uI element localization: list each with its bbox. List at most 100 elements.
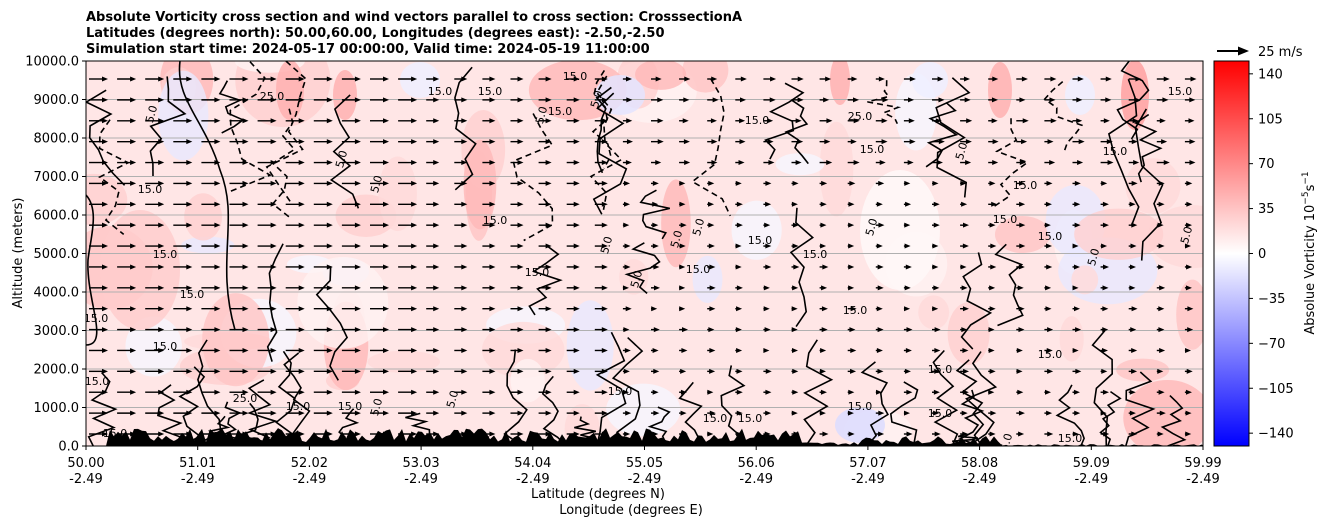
wind-vector [875, 410, 885, 416]
wind-vector [482, 368, 496, 374]
wind-vector-head [1102, 201, 1109, 207]
wind-vector-head [433, 160, 440, 166]
wind-vector [370, 264, 389, 270]
wind-vector-head [680, 368, 687, 374]
contour-label: 15.0 [843, 304, 868, 317]
wind-vector [510, 347, 524, 353]
wind-vector [173, 306, 193, 312]
wind-vector [313, 222, 333, 228]
wind-vector [1016, 368, 1023, 374]
wind-vector [201, 410, 221, 416]
wind-vector [735, 139, 746, 145]
wind-vector-head [652, 347, 659, 353]
contour-line [178, 61, 236, 331]
wind-vector [482, 410, 496, 416]
wind-vector [285, 201, 305, 207]
wind-vector-head [270, 160, 277, 166]
wind-vector-head [545, 410, 552, 416]
wind-vector [819, 139, 831, 145]
wind-vector [1156, 160, 1170, 166]
wind-vector-head [681, 347, 688, 353]
wind-vector-head [1100, 410, 1107, 416]
wind-vector-head [1190, 76, 1197, 82]
contour-line [266, 243, 284, 362]
wind-vector [426, 306, 440, 312]
wind-vector-head [876, 389, 883, 395]
wind-vector-head [433, 389, 440, 395]
wind-vector-head [489, 431, 496, 437]
wind-vector-head [601, 306, 608, 312]
wind-vector [1184, 139, 1196, 145]
wind-vector [482, 389, 496, 395]
contour-line [860, 361, 889, 446]
wind-vector [454, 306, 468, 312]
wind-vector-head [517, 368, 524, 374]
wind-vector-head [962, 347, 969, 353]
wind-vector-head [270, 76, 277, 82]
wind-vector [1016, 97, 1026, 103]
wind-vector [847, 347, 857, 353]
wind-vector-head [990, 410, 997, 416]
wind-vector [1044, 222, 1051, 228]
wind-vector-head [186, 76, 193, 82]
wind-vector-head [679, 201, 686, 207]
wind-vector [257, 368, 277, 374]
wind-vector [313, 410, 333, 416]
wind-vector [426, 201, 440, 207]
wind-vector-head [826, 160, 833, 166]
wind-vector-head [270, 201, 277, 207]
vorticity-patch [181, 236, 235, 254]
wind-vector [313, 347, 333, 353]
wind-vector [1016, 118, 1029, 124]
wind-vector-head [765, 201, 772, 207]
wind-vector-head [795, 118, 802, 124]
wind-vector [791, 347, 798, 353]
contour-label: 5.0 [1085, 247, 1102, 267]
wind-vector-head [383, 327, 389, 333]
wind-vector-head [461, 410, 468, 416]
wind-vector [1156, 180, 1165, 186]
x-tick-label-lon: -2.49 [739, 472, 773, 487]
wind-vector-head [707, 389, 714, 395]
wind-vector [341, 222, 361, 228]
wind-vector [538, 347, 552, 353]
wind-vector [538, 243, 552, 249]
wind-vector [229, 368, 249, 374]
wind-vector-head [682, 118, 689, 124]
wind-vector-head [102, 201, 108, 207]
wind-vector-head [383, 264, 389, 270]
vorticity-patch [819, 121, 854, 217]
wind-vector-head [545, 285, 552, 291]
wind-vector-head [326, 180, 333, 186]
wind-vector-head [904, 368, 911, 374]
x-axis: 50.00-2.4951.01-2.4952.02-2.4953.03-2.49… [67, 446, 1222, 487]
wind-vector-head [102, 139, 108, 145]
wind-vector-head [878, 76, 885, 82]
wind-vector-head [102, 118, 108, 124]
wind-vector [1184, 76, 1197, 82]
wind-vector-head [601, 160, 608, 166]
wind-vector-head [102, 264, 108, 270]
wind-vector-head [1101, 368, 1108, 374]
wind-vector-head [270, 180, 277, 186]
wind-vector [89, 160, 108, 166]
wind-vector-head [623, 327, 630, 333]
wind-vector-head [354, 306, 361, 312]
wind-vector [538, 97, 552, 103]
wind-vector [173, 180, 193, 186]
wind-vector [707, 160, 718, 166]
wind-vector-head [1185, 243, 1192, 249]
wind-vector [341, 306, 361, 312]
wind-vector [510, 306, 524, 312]
wind-vector-head [270, 389, 277, 395]
wind-vector [875, 327, 884, 333]
wind-vector [679, 118, 689, 124]
wind-vector-head [1019, 201, 1026, 207]
wind-vector [117, 160, 137, 166]
wind-vector-head [461, 97, 468, 103]
wind-vector [707, 347, 716, 353]
wind-vector-head [791, 306, 798, 312]
contour-line [454, 66, 477, 191]
wind-vector-head [736, 347, 743, 353]
wind-vector [932, 160, 943, 166]
